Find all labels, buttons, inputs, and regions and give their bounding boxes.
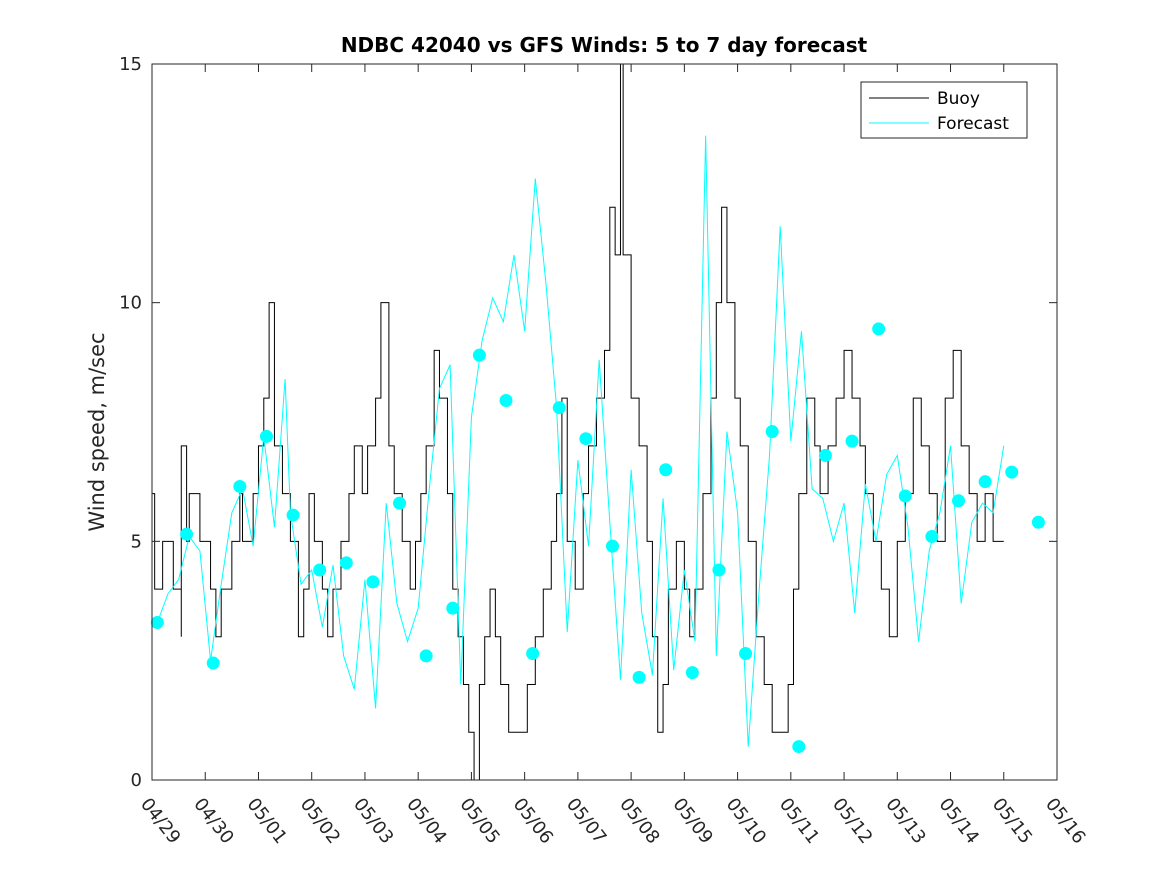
x-tick-label: 05/11 [775,794,823,848]
forecast-marker [233,479,247,493]
x-tick-label: 05/04 [402,794,450,848]
x-tick-label: 05/12 [828,794,876,848]
forecast-marker [259,429,273,443]
x-tick-label: 05/02 [296,794,344,848]
forecast-marker [1031,515,1045,529]
forecast-marker [150,615,164,629]
y-tick-label: 5 [131,531,142,552]
forecast-marker [579,432,593,446]
x-tick-label: 05/06 [509,794,557,848]
x-tick-label: 05/08 [615,794,663,848]
y-axis-ticks: 0 5 10 15 [119,54,1057,791]
y-axis-label: Wind speed, m/sec [85,332,109,531]
y-tick-label: 10 [119,293,142,314]
y-tick-label: 0 [131,770,142,791]
forecast-marker [393,496,407,510]
forecast-marker [499,394,513,408]
forecast-series-line [156,135,1005,747]
forecast-marker [845,434,859,448]
plot-area [150,63,1045,781]
axes-box [151,63,1058,781]
forecast-marker [685,666,699,680]
x-tick-label: 04/30 [189,794,237,848]
forecast-marker [1005,465,1019,479]
forecast-marker [792,740,806,754]
forecast-marker [632,670,646,684]
x-tick-label: 05/16 [1041,794,1089,848]
forecast-marker [286,508,300,522]
forecast-marker [765,425,779,439]
forecast-marker [659,463,673,477]
forecast-marker [446,601,460,615]
y-tick-label: 15 [119,54,142,75]
legend-buoy-label: Buoy [937,89,980,109]
forecast-marker [366,575,380,589]
x-tick-label: 05/10 [722,794,770,848]
legend-box [860,81,1028,139]
legend-forecast-label: Forecast [937,114,1009,134]
x-tick-label: 05/05 [455,794,503,848]
legend: Buoy Forecast [860,81,1028,139]
forecast-marker [739,647,753,661]
x-tick-label: 05/03 [349,794,397,848]
forecast-marker [552,401,566,415]
forecast-marker [180,527,194,541]
forecast-marker [206,656,220,670]
forecast-marker [872,322,886,336]
forecast-marker [605,539,619,553]
forecast-marker [952,494,966,508]
forecast-marker [898,489,912,503]
forecast-marker [339,556,353,570]
x-tick-label: 05/15 [988,794,1036,848]
forecast-marker [472,348,486,362]
buoy-series-line [152,63,1004,781]
x-tick-label: 05/07 [562,794,610,848]
forecast-marker [978,475,992,489]
forecast-marker [925,530,939,544]
x-tick-label: 05/13 [881,794,929,848]
x-tick-label: 05/01 [243,794,291,848]
forecast-marker [818,448,832,462]
forecast-marker [313,563,327,577]
forecast-marker [526,647,540,661]
x-tick-label: 05/09 [668,794,716,848]
forecast-marker [419,649,433,663]
x-tick-label: 04/29 [136,794,184,848]
x-tick-label: 05/14 [935,794,983,848]
chart-title: NDBC 42040 vs GFS Winds: 5 to 7 day fore… [341,33,868,57]
forecast-marker [712,563,726,577]
series-layer [150,63,1045,781]
